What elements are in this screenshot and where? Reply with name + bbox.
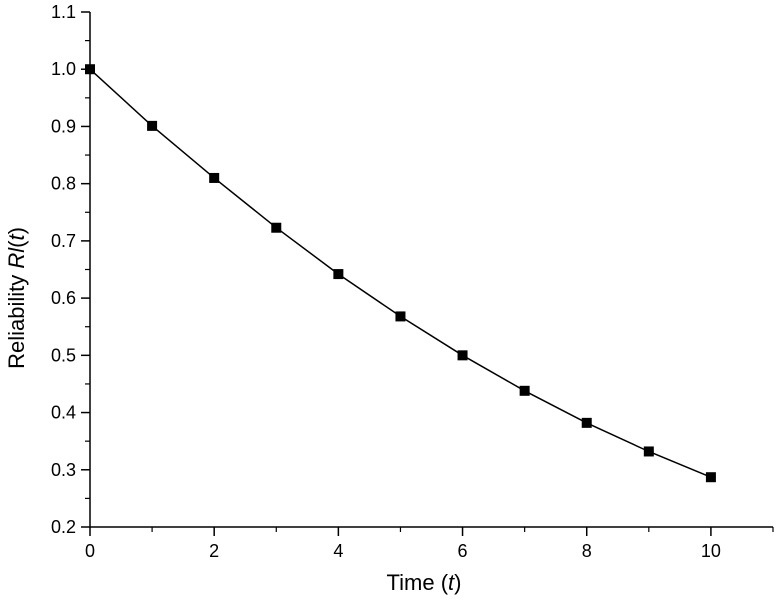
x-tick-label: 0	[85, 541, 95, 561]
x-tick-label: 2	[209, 541, 219, 561]
y-tick-label: 1.0	[51, 59, 76, 79]
x-tick-label: 10	[701, 541, 721, 561]
y-tick-label: 0.6	[51, 288, 76, 308]
data-point	[147, 120, 158, 131]
data-point	[705, 472, 716, 483]
data-point	[519, 385, 530, 396]
y-tick-label: 0.7	[51, 231, 76, 251]
y-tick-label: 0.3	[51, 460, 76, 480]
data-point	[643, 446, 654, 457]
y-tick-label: 0.8	[51, 174, 76, 194]
x-tick-label: 4	[333, 541, 343, 561]
data-point	[457, 350, 468, 361]
data-point	[85, 64, 95, 75]
data-point	[333, 269, 344, 280]
y-tick-label: 0.5	[51, 345, 76, 365]
y-tick-label: 1.1	[51, 2, 76, 22]
data-point	[271, 222, 282, 233]
data-point	[209, 172, 220, 183]
series-layer	[85, 64, 716, 483]
x-tick-label: 6	[458, 541, 468, 561]
x-axis-label: Time (t)	[387, 570, 462, 595]
y-tick-label: 0.4	[51, 403, 76, 423]
data-point	[581, 417, 592, 428]
series-line	[89, 68, 712, 478]
y-tick-label: 0.2	[51, 517, 76, 537]
x-axis-ticks: 0 2 4 6 8 10	[85, 527, 774, 561]
y-axis-label: Reliability Rl(t)	[4, 227, 29, 369]
data-point	[395, 311, 406, 322]
y-tick-label: 0.9	[51, 116, 76, 136]
axes	[89, 12, 773, 528]
x-tick-label: 8	[582, 541, 592, 561]
y-axis-ticks: 0.2 0.3 0.4 0.5 0.6 0.7 0.8 0.9 1.0 1.1	[51, 2, 90, 537]
